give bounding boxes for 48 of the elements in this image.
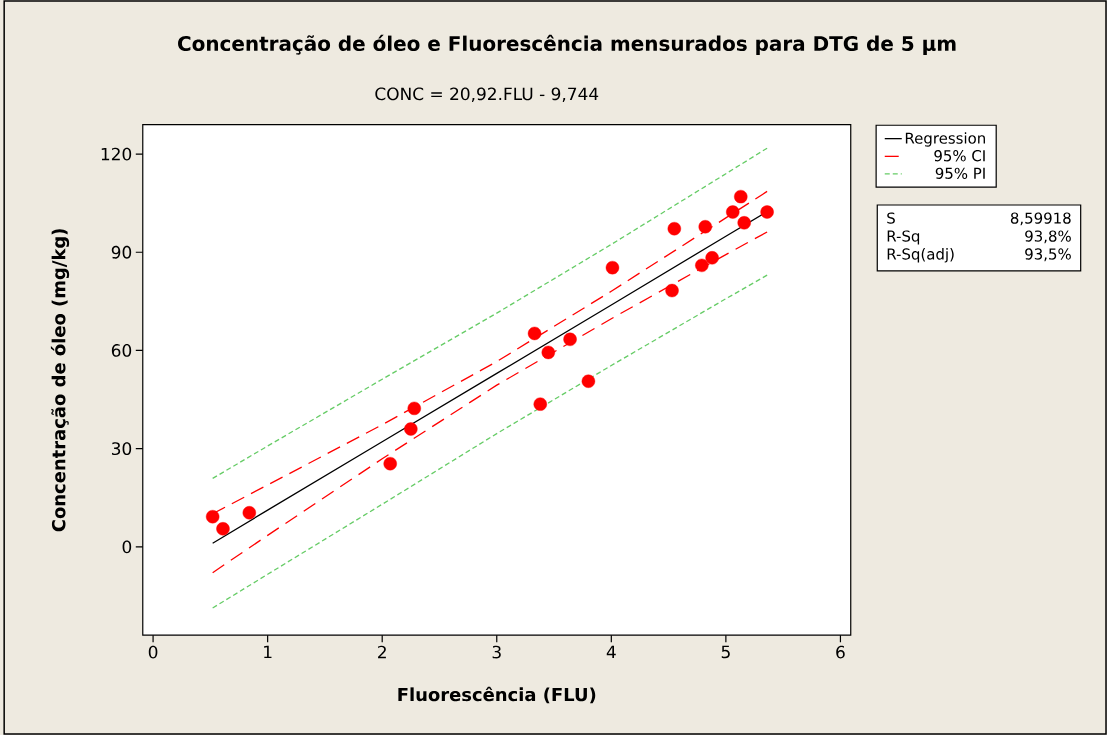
- point: [541, 345, 555, 360]
- point: [665, 283, 679, 298]
- y-tick-label: 60: [111, 344, 132, 357]
- x-tick-label: 3: [492, 645, 501, 659]
- x-tick-label: 1: [264, 645, 272, 659]
- point: [581, 374, 596, 388]
- x-tick-label: 0: [148, 645, 158, 659]
- x-axis-title: Fluorescência (FLU): [398, 686, 596, 704]
- point: [205, 510, 220, 524]
- x-tick-label: 2: [378, 645, 386, 659]
- point: [695, 258, 709, 273]
- point: [698, 220, 712, 234]
- point: [737, 216, 751, 230]
- text: 93,8%: [1025, 230, 1071, 244]
- point: [705, 251, 719, 265]
- chart-subtitle: CONC = 20,92.FLU - 9,744: [375, 87, 599, 103]
- point: [383, 457, 397, 471]
- y-tick-label: 30: [111, 442, 132, 456]
- line-series: [212, 274, 768, 609]
- text: 93,5%: [1025, 248, 1071, 262]
- text: 8,59918: [1010, 212, 1071, 226]
- y-tick-label: 0: [122, 540, 132, 554]
- x-tick-label: 4: [606, 645, 616, 659]
- chart-title: Concentração de óleo e Fluorescência mensurados para DTG de 5 µm: [178, 34, 956, 55]
- line-series: [212, 147, 768, 480]
- point: [404, 422, 418, 436]
- point: [533, 397, 547, 411]
- text: R-Sq: [887, 230, 920, 245]
- point: [527, 326, 542, 341]
- point: [563, 332, 577, 347]
- point: [407, 401, 421, 416]
- point: [760, 205, 774, 219]
- point: [726, 205, 740, 219]
- y-tick-label: 90: [111, 245, 132, 259]
- point: [605, 261, 620, 275]
- y-axis-title: Concentração de óleo (mg/kg): [50, 229, 70, 532]
- point: [734, 190, 748, 204]
- legend-label: 95% PI: [935, 167, 985, 180]
- point: [242, 506, 256, 520]
- x-tick-label: 6: [836, 645, 845, 659]
- x-tick-label: 5: [721, 645, 730, 659]
- legend-label: Regression: [905, 132, 985, 147]
- point: [667, 222, 682, 236]
- y-tick-label: 120: [101, 147, 132, 161]
- point: [216, 522, 230, 536]
- text: R-Sq(adj): [887, 248, 954, 263]
- legend-label: 95% CI: [934, 150, 985, 162]
- text: S: [887, 212, 895, 224]
